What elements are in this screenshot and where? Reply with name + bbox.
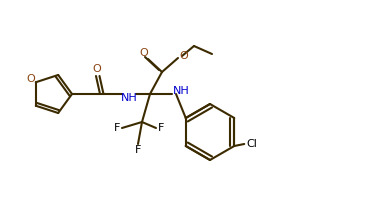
Text: NH: NH (173, 86, 189, 96)
Text: O: O (180, 51, 189, 61)
Text: F: F (114, 123, 120, 133)
Text: F: F (158, 123, 164, 133)
Text: O: O (93, 64, 101, 74)
Text: O: O (139, 48, 148, 58)
Text: NH: NH (121, 93, 137, 103)
Text: O: O (27, 74, 35, 84)
Text: F: F (135, 145, 141, 155)
Text: Cl: Cl (247, 139, 258, 149)
